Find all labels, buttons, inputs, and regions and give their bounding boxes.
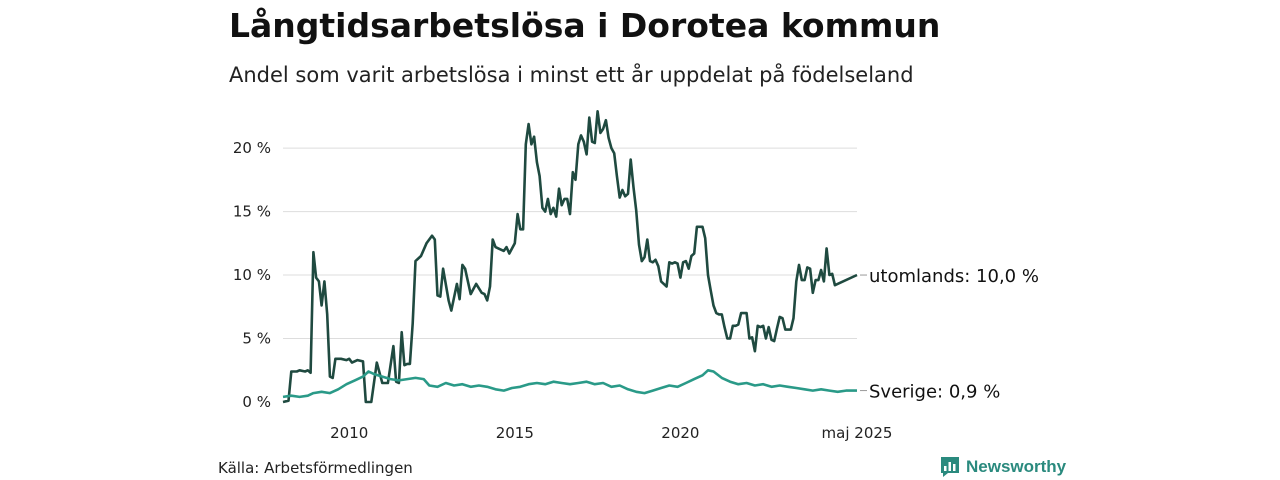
- series-line-sverige: [282, 369, 857, 399]
- gridlines: [283, 147, 857, 340]
- end-label-sverige: Sverige: 0,9 %: [869, 382, 1000, 403]
- brand-logo: Newsworthy: [940, 456, 1066, 478]
- bar-chart-logo-icon: [941, 457, 959, 477]
- x-tick-label: 2010: [330, 424, 368, 442]
- source-note: Källa: Arbetsförmedlingen: [218, 459, 413, 477]
- brand-name: Newsworthy: [966, 457, 1067, 476]
- end-labels: utomlands: 10,0 % Sverige: 0,9 %: [860, 266, 1039, 403]
- y-axis-ticks: 0 % 5 % 10 % 15 % 20 %: [233, 139, 271, 411]
- y-tick-label: 5 %: [242, 330, 271, 348]
- series-lines: [282, 110, 858, 404]
- chart-title: Långtidsarbetslösa i Dorotea kommun: [229, 6, 941, 45]
- series-line-utomlands: [282, 110, 858, 404]
- x-tick-label: 2015: [496, 424, 534, 442]
- y-tick-label: 10 %: [233, 266, 271, 284]
- x-tick-label: 2020: [661, 424, 699, 442]
- y-tick-label: 15 %: [233, 203, 271, 221]
- end-label-utomlands: utomlands: 10,0 %: [869, 266, 1039, 287]
- y-tick-label: 20 %: [233, 139, 271, 157]
- x-tick-label: maj 2025: [822, 424, 893, 442]
- x-axis-ticks: 2010 2015 2020 maj 2025: [330, 424, 892, 442]
- y-tick-label: 0 %: [242, 393, 271, 411]
- chart-subtitle: Andel som varit arbetslösa i minst ett å…: [229, 63, 914, 87]
